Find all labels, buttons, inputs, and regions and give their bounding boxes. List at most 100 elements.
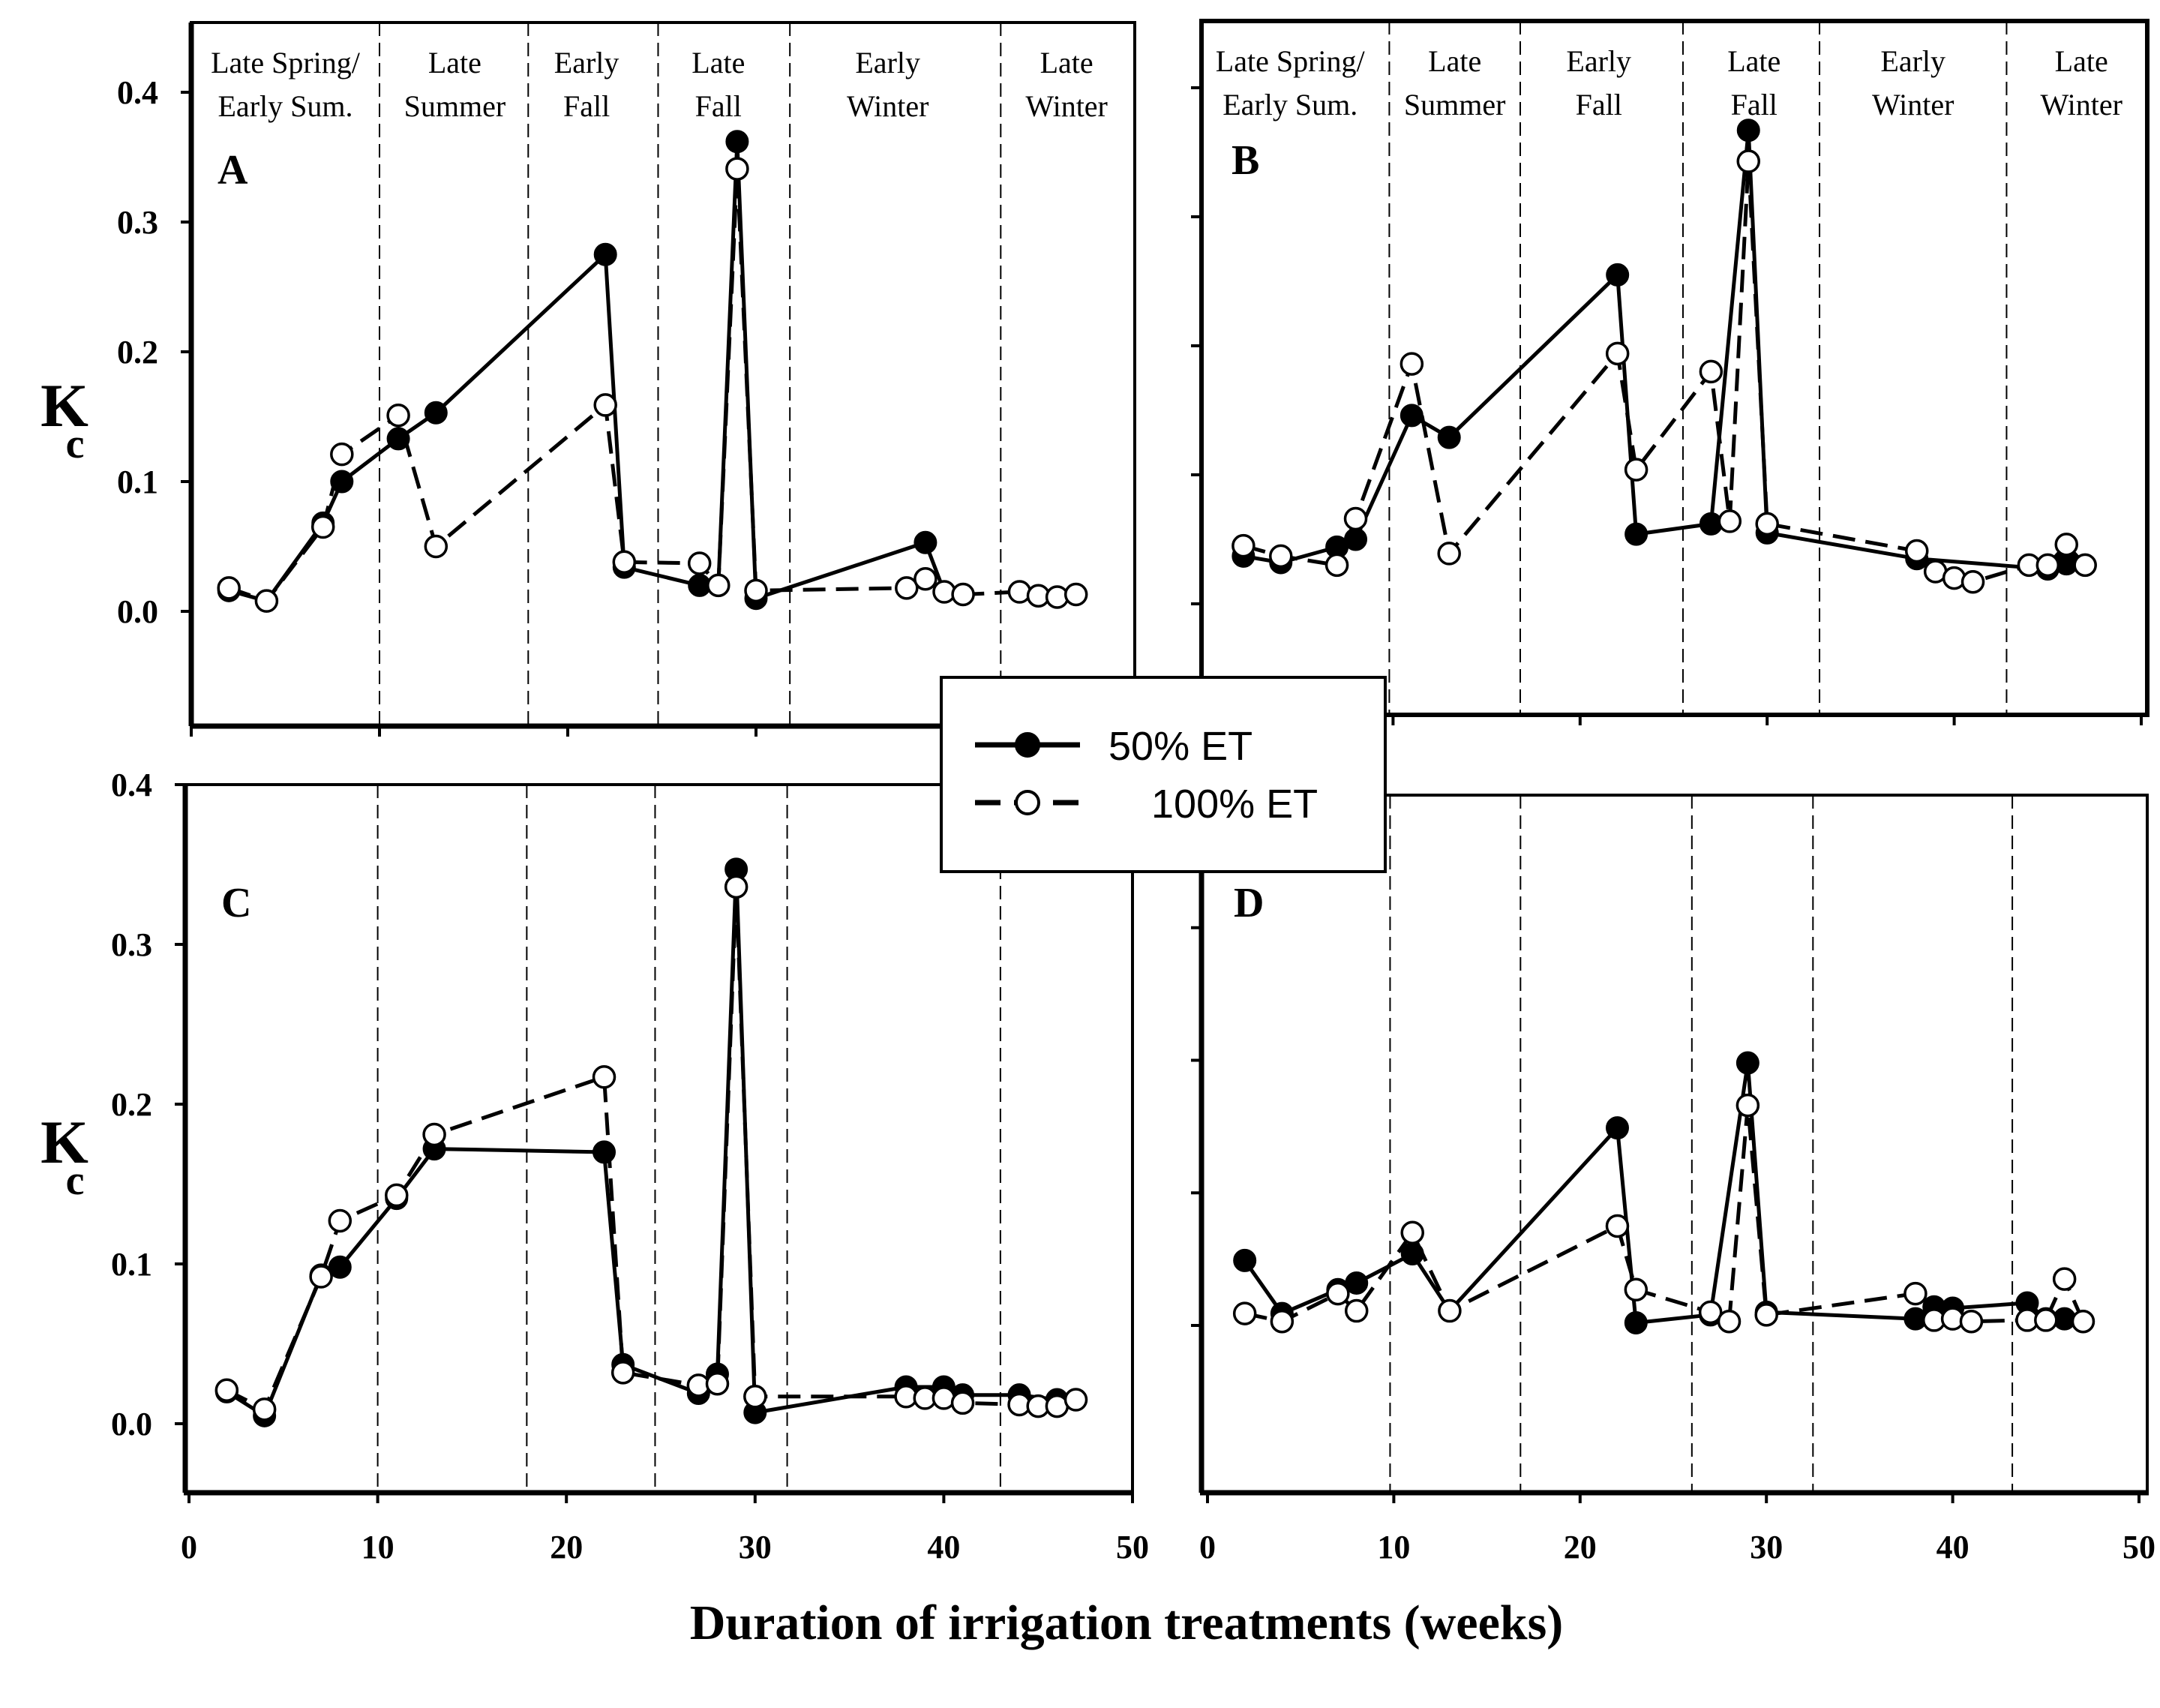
panel-b-point-50 <box>1736 119 1760 143</box>
panel-d-series-100-line <box>1244 1105 2085 1325</box>
panel-c-x-tick-label: 0 <box>181 1529 197 1565</box>
panel-d-point-100 <box>1400 1220 1424 1245</box>
panel-c-y-tick-label: 0.4 <box>111 767 152 803</box>
panel-a-point-100 <box>217 576 241 600</box>
panel-b-point-50 <box>1624 522 1648 546</box>
panel-a-point-50 <box>593 242 617 266</box>
panel-a-point-100 <box>1064 582 1088 607</box>
panel-b-point-50 <box>1344 527 1368 551</box>
panel-a-season-label: Fall <box>563 89 610 123</box>
panel-a-season-label: Early Sum. <box>218 89 353 123</box>
panel-b-season-label: Late <box>1428 44 1481 78</box>
panel-a-season-label: Fall <box>695 89 742 123</box>
panel-d-point-100 <box>2052 1267 2077 1291</box>
panel-a-season-label: Early <box>855 46 920 80</box>
panel-c-point-100 <box>743 1385 767 1409</box>
panel-b-series-50-line <box>1243 130 2086 572</box>
panel-b-point-100 <box>1699 359 1724 384</box>
panel-b-series-100-line <box>1243 161 2087 584</box>
panel-a-season-label: Late <box>692 46 745 80</box>
panel-c-point-100 <box>1064 1388 1088 1412</box>
panel-b-season-label: Late <box>1727 44 1780 78</box>
panel-b: Late Spring/Early Sum. Late Summer Early Fal… <box>1191 19 2150 725</box>
panel-c-point-100 <box>309 1265 333 1289</box>
panel-c-point-100 <box>705 1372 730 1396</box>
panel-b-point-100 <box>1324 553 1349 578</box>
panel-a-letter: A <box>218 147 248 194</box>
panel-d-point-100 <box>1344 1298 1369 1323</box>
panel-b-season-label: Summer <box>1404 88 1506 122</box>
panel-c-y-tick-label: 0.2 <box>111 1086 152 1123</box>
panel-b-letter: B <box>1232 137 1259 184</box>
panel-b-point-100 <box>1942 566 1966 590</box>
panel-d-x-tick-label: 0 <box>1199 1529 1216 1565</box>
panel-c-point-50 <box>328 1255 352 1279</box>
panel-a-season-label: Late Spring/ <box>211 46 361 80</box>
panel-c-point-100 <box>328 1208 352 1233</box>
panel-d-point-50 <box>1233 1248 1257 1272</box>
panel-c-series-100-line <box>226 887 1077 1412</box>
panel-b-point-100 <box>2054 533 2078 557</box>
panel-d: 0 10 20 30 40 50 D <box>1191 794 2156 1565</box>
panel-a-season-label: Winter <box>847 89 928 123</box>
panel-a-y-tick-label: 0.3 <box>117 204 158 241</box>
panel-d-point-100 <box>1904 1281 1928 1306</box>
panel-b-frame <box>1199 19 2150 717</box>
panel-c-y-tick-label: 0.1 <box>111 1246 152 1283</box>
panel-a-point-100 <box>914 567 938 591</box>
panel-c: 0.0 0.1 0.2 0.3 0.4 0 10 20 30 40 50 C <box>111 767 1149 1565</box>
y-axis-label-bottom-subscript: c <box>66 1157 85 1204</box>
panel-d-point-100 <box>2071 1309 2096 1334</box>
panel-a-point-100 <box>386 404 410 428</box>
panel-b-point-100 <box>1624 458 1648 482</box>
panel-d-point-100 <box>1717 1309 1742 1334</box>
panel-d-point-100 <box>1698 1300 1723 1325</box>
panel-a-season-label: Late <box>428 46 482 80</box>
panel-a-point-50 <box>386 427 410 451</box>
panel-a-point-100 <box>1007 580 1032 604</box>
legend-label-50: 50% ET <box>1108 724 1252 769</box>
panel-b-point-100 <box>1718 509 1742 533</box>
legend-label-100: 100% ET <box>1151 782 1318 827</box>
panel-c-y-tick-label: 0.0 <box>111 1406 152 1442</box>
panel-b-point-100 <box>1736 149 1761 173</box>
panel-a-series-100-line <box>228 168 1077 604</box>
panel-a-point-100 <box>593 393 617 417</box>
panel-a-season-label: Winter <box>1025 89 1107 123</box>
panel-b-point-100 <box>1232 533 1256 558</box>
panel-c-y-tick-label: 0.3 <box>111 926 152 963</box>
panel-a-frame <box>190 21 1136 726</box>
panel-d-point-100 <box>1959 1309 1984 1334</box>
panel-a-point-50 <box>330 470 354 494</box>
panel-d-point-50 <box>1624 1310 1648 1334</box>
y-axis-label-bottom: K <box>40 1108 88 1176</box>
panel-c-point-100 <box>422 1122 446 1147</box>
panel-a-point-100 <box>254 589 279 613</box>
panel-a-y-tick-label: 0.2 <box>117 334 158 371</box>
y-axis-label-top-subscript: c <box>66 421 85 467</box>
panel-b-season-label: Winter <box>1872 88 1954 122</box>
panel-a-y-tick-label: 0.0 <box>117 593 158 630</box>
panel-c-series-50-line <box>225 869 1058 1419</box>
panel-c-point-100 <box>610 1361 635 1385</box>
panel-a: 0.0 0.1 0.2 0.3 0.4 Late Spring/Early Sum. Lat… <box>117 21 1136 737</box>
panel-a-point-100 <box>744 578 768 603</box>
panel-b-point-100 <box>2036 553 2060 578</box>
panel-b-point-100 <box>1269 544 1293 569</box>
panel-a-point-100 <box>330 442 354 467</box>
panel-d-x-tick-label: 40 <box>1936 1529 1970 1565</box>
panel-b-point-100 <box>1437 542 1461 566</box>
panel-b-point-100 <box>1400 352 1424 376</box>
panel-b-point-100 <box>2073 553 2097 578</box>
panel-d-point-100 <box>1605 1214 1630 1238</box>
panel-c-point-100 <box>724 875 748 899</box>
panel-d-point-50 <box>1605 1116 1629 1140</box>
panel-c-x-tick-label: 50 <box>1116 1529 1149 1565</box>
panel-c-point-50 <box>592 1140 616 1164</box>
panel-d-point-100 <box>1736 1093 1760 1118</box>
panel-c-point-100 <box>950 1391 975 1415</box>
panel-b-point-100 <box>1343 506 1368 531</box>
panel-d-frame <box>1200 794 2149 1493</box>
panel-b-point-100 <box>1605 341 1630 366</box>
